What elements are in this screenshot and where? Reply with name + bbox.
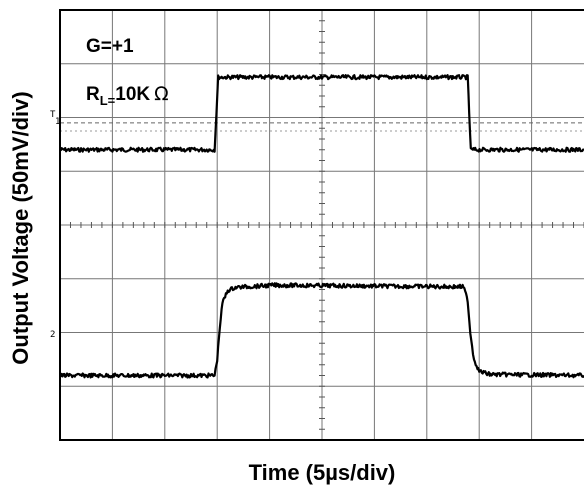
channel-1-marker: 1 <box>55 117 60 127</box>
trace-channel-2 <box>59 282 584 379</box>
trace-channel-1 <box>59 74 584 153</box>
load-annotation: RL=10K Ω <box>86 83 169 108</box>
load-value: 10K <box>115 84 150 105</box>
traces <box>59 74 584 379</box>
grid <box>59 9 584 441</box>
channel-2-marker: 2 <box>50 330 55 340</box>
gain-annotation: G=+1 <box>86 36 134 57</box>
load-subscript: L= <box>100 93 116 108</box>
trigger-marker: T <box>50 110 56 120</box>
x-axis-label: Time (5µs/div) <box>249 460 396 485</box>
plot-frame <box>59 9 584 441</box>
y-axis-label: Output Voltage (50mV/div) <box>8 91 33 364</box>
load-symbol: R <box>86 84 100 105</box>
load-unit: Ω <box>154 83 169 105</box>
